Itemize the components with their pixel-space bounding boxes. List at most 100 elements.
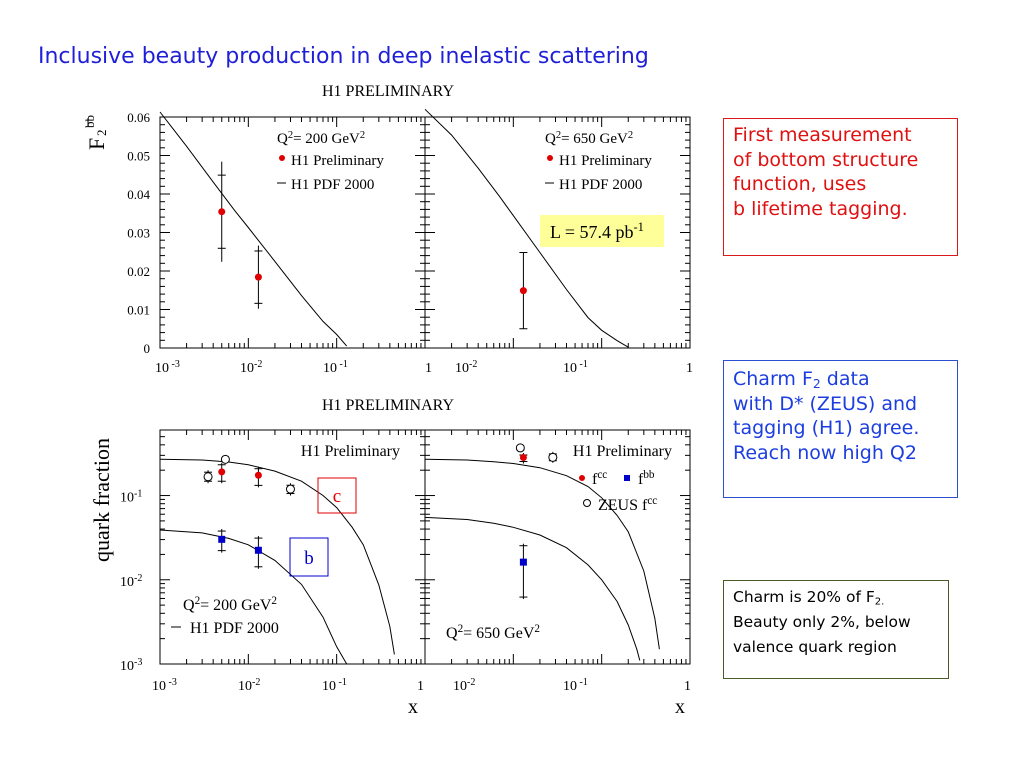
red-note-line-3: function, uses xyxy=(733,173,867,196)
legend-q2-bottom-left-part: = 200 GeV xyxy=(200,597,272,614)
tick-exp: -2 xyxy=(252,677,260,688)
tick-exp: -1 xyxy=(134,488,142,499)
legend-title-bottom-right: H1 Preliminary xyxy=(573,443,672,460)
bottom-chart-title: H1 PRELIMINARY xyxy=(322,397,454,414)
top-ylabel-bb: bb xyxy=(82,115,97,128)
top-y-tick-label: 0.04 xyxy=(127,187,150,202)
legend-zeus-part: cc xyxy=(647,495,657,507)
top-x-tick-label-6: 1 xyxy=(686,361,693,376)
legend-q2-top-right-part: 2 xyxy=(628,130,633,141)
top-y-tick-label: 0.01 xyxy=(127,303,150,318)
legend-q2-bottom-right-part: = 650 GeV xyxy=(463,625,535,642)
top-x-tick-label-4: 10-2 xyxy=(455,359,477,377)
tick-exp: -2 xyxy=(467,677,475,688)
data-point-zeus-left-2 xyxy=(285,484,295,494)
legend-q2-top-right-part: = 650 GeV xyxy=(561,131,628,147)
top-ylabel-sub: 2 xyxy=(94,130,109,137)
top-y-tick-label: 0 xyxy=(144,341,151,356)
beauty-curve-left xyxy=(159,529,348,665)
bottom-x-tick-label-3: 1 xyxy=(417,679,424,694)
top-x-tick-label-5: 10 -1 xyxy=(563,359,588,377)
bottom-x-tick-label-4: 10-2 xyxy=(453,677,475,695)
legend-q2-top-left: Q2= 200 GeV2 xyxy=(277,130,365,148)
h1-pdf-curve-right xyxy=(424,108,629,348)
legend-entry-pdf-top-right: H1 PDF 2000 xyxy=(559,177,642,193)
legend-square-fbb xyxy=(624,475,630,481)
legend-entry-pdf-top-left: H1 PDF 2000 xyxy=(291,177,374,193)
bottom-y-tick-label-1: 10-2 xyxy=(120,572,142,590)
lumi-box xyxy=(540,215,664,247)
label-b-box xyxy=(289,537,329,577)
lumi-label-part: L = 57.4 pb xyxy=(550,222,633,242)
legend-dot-top-right xyxy=(547,155,553,161)
green-note-box: Charm is 20% of F2. Beauty only 2%, belo… xyxy=(723,580,949,679)
tick-exp: -2 xyxy=(134,572,142,583)
red-note-line-2: of bottom structure xyxy=(733,148,919,171)
tick-exp: -1 xyxy=(577,677,588,688)
legend-q2-bottom-left-part: 2 xyxy=(271,595,277,607)
tick-base: 10 xyxy=(152,679,166,694)
blue-note-text-b: data xyxy=(820,368,870,390)
tick-exp: -3 xyxy=(166,677,177,688)
tick-exp: -2 xyxy=(254,359,262,370)
legend-q2-bottom-left-part: 2 xyxy=(195,595,201,607)
bottom-x-tick-label-1: 10-2 xyxy=(238,677,260,695)
tick-exp: -1 xyxy=(337,359,348,370)
data-point-zeus-left-0 xyxy=(203,472,213,482)
top-x-tick-label-3: 1 xyxy=(425,361,432,376)
data-point-fbb-right-0 xyxy=(519,558,527,566)
bottom-xlabel-left: x xyxy=(408,696,418,718)
legend-q2-top-right: Q2= 650 GeV2 xyxy=(545,130,633,148)
legend-title-bottom-left: H1 Preliminary xyxy=(301,443,400,460)
data-point-zeus-right-1 xyxy=(548,452,558,462)
tick-base: 10 xyxy=(323,361,337,376)
data-point-zeus-right-0 xyxy=(515,443,525,453)
top-chart-title: H1 PRELIMINARY xyxy=(322,83,454,100)
top-panel-frame-left xyxy=(159,116,426,349)
top-y-tick-label: 0.02 xyxy=(127,264,150,279)
top-x-tick-label-2: 10 -1 xyxy=(323,359,348,377)
legend-fcc-part: cc xyxy=(597,469,607,481)
data-point-h1-left-1 xyxy=(254,273,262,281)
green-note-subscript: 2. xyxy=(874,596,885,608)
green-note-line-2: Beauty only 2%, below xyxy=(733,612,911,631)
tick-exp: -3 xyxy=(169,359,180,370)
data-point-fcc-right-0 xyxy=(519,453,527,461)
data-point-fbb-left-1 xyxy=(254,546,262,554)
legend-q2-top-right-part: 2 xyxy=(556,130,561,141)
bottom-xlabel-right: x xyxy=(675,696,685,718)
legend-dot-top-left xyxy=(279,155,285,161)
legend-q2-bottom-left: Q2= 200 GeV2 xyxy=(183,595,277,614)
blue-note-line-2: with D* (ZEUS) and xyxy=(733,392,918,415)
blue-note-subscript: 2 xyxy=(812,377,821,392)
legend-open-zeus xyxy=(583,499,591,507)
label-c: c xyxy=(333,486,341,507)
bottom-x-tick-label-5: 10 -1 xyxy=(563,677,588,695)
tick-base: 1 xyxy=(686,361,693,376)
legend-q2-bottom-right: Q2= 650 GeV2 xyxy=(446,623,540,642)
legend-q2-bottom-right-part: Q xyxy=(446,625,458,642)
top-ylabel-f: F xyxy=(84,138,109,150)
tick-base: 1 xyxy=(425,361,432,376)
tick-base: 1 xyxy=(417,679,424,694)
top-x-tick-label-1: 10-2 xyxy=(240,359,262,377)
green-note-line-1: Charm is 20% of F2. xyxy=(733,585,948,610)
legend-q2-bottom-left-part: Q xyxy=(183,597,195,614)
legend-q2-bottom-right-part: 2 xyxy=(458,623,464,635)
legend-q2-top-left-part: 2 xyxy=(360,130,365,141)
lumi-label-part: -1 xyxy=(633,220,644,234)
green-note-text-a: Charm is 20% of F xyxy=(733,588,875,606)
tick-base: 1 xyxy=(684,679,691,694)
legend-q2-top-right-part: Q xyxy=(545,131,556,147)
legend-q2-top-left-part: = 200 GeV xyxy=(293,131,360,147)
tick-base: 10 xyxy=(455,361,469,376)
tick-base: 10 xyxy=(120,491,134,506)
blue-note-line-3: tagging (H1) agree. xyxy=(733,417,920,440)
bottom-x-tick-label-0: 10 -3 xyxy=(152,677,177,695)
label-c-box xyxy=(317,477,357,514)
tick-base: 10 xyxy=(240,361,254,376)
data-point-h1-right-0 xyxy=(519,287,527,295)
blue-note-line-4: Reach now high Q2 xyxy=(733,442,917,465)
tick-base: 10 xyxy=(453,679,467,694)
